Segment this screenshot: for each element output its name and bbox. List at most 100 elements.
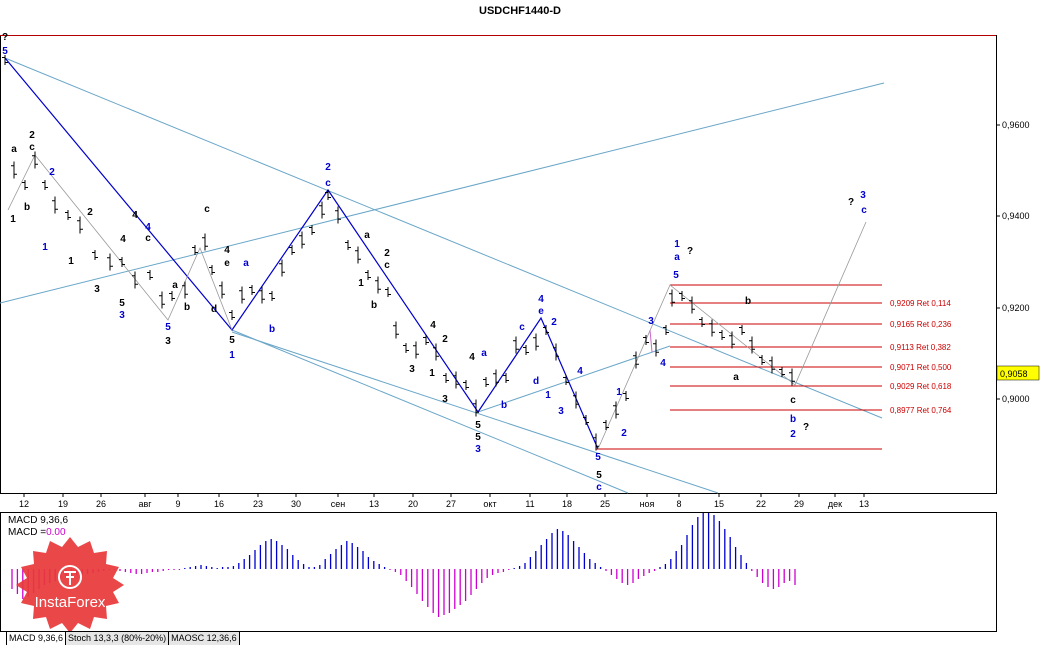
wave-label: a [11,144,17,155]
wave-label: 3 [558,406,564,417]
wave-label: 2 [87,207,93,218]
y-tick-label: 0,9200 [1002,303,1030,313]
wave-label: 4 [660,358,666,369]
x-tick-label: 9 [175,499,180,509]
fib-label: 0,9029 Ret 0,618 [890,382,952,391]
wave-label: c [861,205,867,216]
wave-label: ? [848,197,854,208]
indicator-tabs: MACD 9,36,6 Stoch 13,3,3 (80%-20%) MAOSC… [6,631,240,646]
x-axis: 12 19 26 авг 9 16 23 30 сен 13 20 27 окт 11 18 25 ноя 8 15… [19,493,869,509]
fib-label: 0,8977 Ret 0,764 [890,406,952,415]
tab-stoch[interactable]: Stoch 13,3,3 (80%-20%) [65,631,170,645]
wave-label: b [24,202,30,213]
wave-label: 1 [42,242,48,253]
wave-label: 4 [132,210,138,221]
wave-label: 5 [119,298,125,309]
logo-emblem-mark [64,571,76,585]
x-tick-label: 16 [214,499,224,509]
tab-macd[interactable]: MACD 9,36,6 [6,631,67,645]
wave-label: 5 [2,46,8,57]
logo-text: InstaForex [35,594,106,611]
wave-label: b [501,400,507,411]
x-tick-label: 13 [369,499,379,509]
wave-label: 4 [577,366,583,377]
wave-label: 5 [475,432,481,443]
wave-label: 2 [29,130,35,141]
wave-label: a [243,258,249,269]
wave-label: c [29,142,35,153]
wave-label: 2 [49,167,55,178]
wave-label: 2 [621,428,627,439]
wave-label: 1 [229,350,235,361]
x-tick-label: 22 [756,499,766,509]
wave-label: 5 [596,470,602,481]
wave-sub-line [649,329,653,353]
wave-label: 1 [10,214,16,225]
x-tick-label: 29 [794,499,804,509]
wave-label: ? [803,422,809,433]
x-tick-label: ноя [640,499,655,509]
wave-label: c [790,395,796,406]
x-tick-label: 20 [408,499,418,509]
fib-labels: 0,9209 Ret 0,114 0,9165 Ret 0,236 0,9113… [890,299,952,415]
wave-label: 5 [673,270,679,281]
tab-maosc[interactable]: MAOSC 12,36,6 [168,631,240,645]
wave-label: b [184,302,190,313]
wave-label: 2 [325,162,331,173]
wave-label: 3 [119,310,125,321]
y-axis: 0,9600 0,9400 0,9200 0,9000 0,9058 [996,120,1040,404]
wave-label: b [269,324,275,335]
fib-levels [596,284,882,450]
wave-label: c [204,204,210,215]
wave-label: 4 [469,352,475,363]
fib-label: 0,9071 Ret 0,500 [890,363,952,372]
wave-label: 4 [538,294,544,305]
wave-label: a [172,280,178,291]
trend-line [0,82,885,304]
wave-label: 1 [545,390,551,401]
wave-label: e [538,306,544,317]
wave-label: 5 [229,335,235,346]
wave-label: 1 [429,368,435,379]
x-tick-label: окт [483,499,496,509]
wave-label: b [790,414,796,425]
macd-value-row: MACD =0.00 [8,527,68,539]
x-tick-label: 19 [58,499,68,509]
wave-label: a [674,252,680,263]
wave-label: 3 [442,394,448,405]
wave-label: 4 [224,245,230,256]
x-tick-label: 8 [676,499,681,509]
wave-label: 3 [409,364,415,375]
wave-label: c [325,178,331,189]
x-tick-label: 30 [291,499,301,509]
x-tick-label: 27 [446,499,456,509]
wave-label: a [481,348,487,359]
wave-label: a [364,230,370,241]
wave-label: d [211,304,217,315]
wave-label: 5 [595,452,601,463]
wave-label: ? [2,32,8,43]
minor-wave-line [7,154,233,331]
x-tick-label: 26 [96,499,106,509]
x-tick-label: сен [331,499,346,509]
wave-label: c [596,482,602,493]
macd-label: MACD 9,36,6 [8,515,69,526]
candles [2,55,795,451]
wave-label: a [733,372,739,383]
fib-label: 0,9165 Ret 0,236 [890,320,952,329]
wave-label: b [745,296,751,307]
wave-label: 4 [430,320,436,331]
wave-label: 1 [68,256,74,267]
macd-value: 0.00 [46,527,66,538]
logo-emblem [58,565,82,589]
trend-line [231,331,719,494]
chart-title: USDCHF1440-D [479,5,561,17]
fib-label: 0,9113 Ret 0,382 [890,343,951,352]
wave-label: 3 [165,336,171,347]
trend-line [4,57,883,419]
wave-label: e [224,258,230,269]
wave-label: d [533,376,539,387]
x-tick-label: 25 [600,499,610,509]
